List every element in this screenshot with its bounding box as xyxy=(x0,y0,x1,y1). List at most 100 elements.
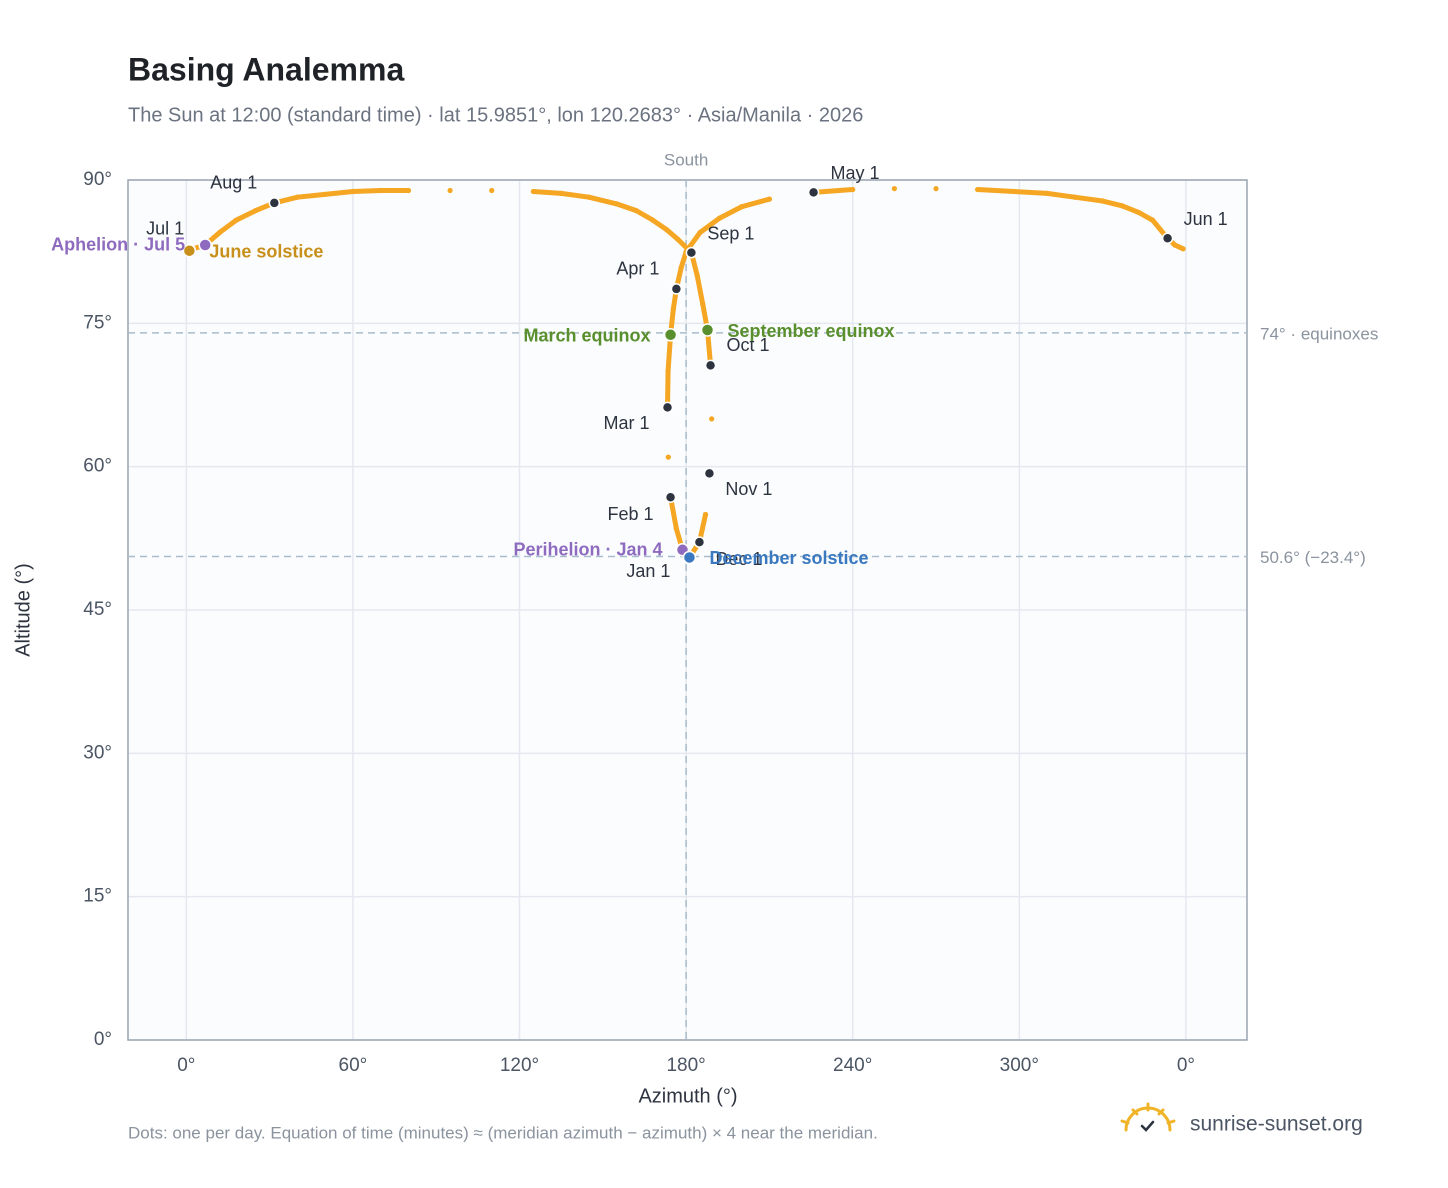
analemma-segment xyxy=(697,215,722,236)
month-marker xyxy=(807,186,820,199)
analemma-segment xyxy=(694,273,706,307)
month-marker xyxy=(268,197,281,209)
month-marker xyxy=(685,246,698,259)
month-marker xyxy=(693,536,706,548)
daily-dot xyxy=(678,265,684,271)
analemma-segment xyxy=(1100,198,1125,209)
event-marker xyxy=(182,243,197,258)
analemma-segment xyxy=(1011,188,1050,196)
x-tick-label: 300° xyxy=(1000,1055,1039,1076)
y-tick-label: 60° xyxy=(83,456,112,477)
event-label: Perihelion · Jan 4 xyxy=(513,540,662,560)
event-label: December solstice xyxy=(709,548,868,568)
daily-dot xyxy=(322,191,328,197)
daily-dot xyxy=(1044,190,1050,196)
daily-dot xyxy=(664,227,670,233)
analemma-segment xyxy=(633,208,656,223)
daily-dot xyxy=(233,217,239,223)
x-tick-label: 0° xyxy=(177,1055,195,1076)
daily-dot xyxy=(405,187,412,194)
y-tick-label: 15° xyxy=(83,886,112,907)
x-tick-label: 180° xyxy=(666,1055,705,1076)
daily-dot xyxy=(850,186,856,193)
month-label: Aug 1 xyxy=(210,173,257,193)
daily-dot xyxy=(665,368,671,374)
daily-dot xyxy=(694,272,700,279)
daily-dot xyxy=(670,306,676,312)
daily-dot xyxy=(709,416,715,422)
analemma-segment xyxy=(1119,203,1142,215)
daily-dot xyxy=(558,190,564,196)
month-marker xyxy=(670,283,683,295)
daily-dot xyxy=(697,229,703,236)
daily-dot xyxy=(614,201,620,207)
analemma-segment xyxy=(350,188,384,194)
x-tick-label: 120° xyxy=(500,1055,539,1076)
daily-dot xyxy=(673,526,679,532)
brand-logo xyxy=(1120,1102,1176,1132)
daily-dot xyxy=(975,186,981,193)
event-label: June solstice xyxy=(209,241,323,261)
x-tick-label: 240° xyxy=(833,1055,872,1076)
daily-dot xyxy=(891,186,897,192)
month-label: Jan 1 xyxy=(626,561,670,581)
event-label: Aphelion · Jul 5 xyxy=(51,235,185,255)
analemma-segment xyxy=(650,217,670,233)
month-label: Feb 1 xyxy=(608,504,654,524)
month-label: Apr 1 xyxy=(616,259,659,279)
month-marker xyxy=(1161,232,1174,245)
daily-dot xyxy=(1149,217,1156,223)
analemma-segment xyxy=(739,196,772,210)
daily-dot xyxy=(1011,188,1017,195)
event-marker xyxy=(198,238,212,252)
month-marker xyxy=(704,359,717,372)
daily-dot xyxy=(933,186,939,192)
daily-dot xyxy=(1180,246,1186,252)
y-tick-label: 30° xyxy=(83,742,112,763)
chart-subtitle: The Sun at 12:00 (standard time) · lat 1… xyxy=(128,104,863,126)
analemma-segment xyxy=(530,188,564,196)
analemma-segment xyxy=(1044,190,1078,200)
analemma-segment xyxy=(1136,209,1156,223)
daily-dot xyxy=(739,204,745,210)
daily-dot xyxy=(1100,198,1106,204)
daily-dot xyxy=(489,187,495,194)
y-tick-label: 75° xyxy=(83,312,112,333)
reference-label: 74° · equinoxes xyxy=(1260,324,1378,343)
y-axis-title: Altitude (°) xyxy=(12,563,34,657)
daily-dot xyxy=(1172,242,1178,248)
daily-dot xyxy=(675,236,681,242)
daily-dot xyxy=(650,217,656,223)
daily-dot xyxy=(633,207,639,214)
reference-label: 50.6° (−23.4°) xyxy=(1260,548,1366,567)
analemma-segment xyxy=(665,368,671,410)
plot-frame xyxy=(127,179,1248,1041)
daily-dot xyxy=(350,188,356,195)
analemma-segment xyxy=(233,208,259,223)
analemma-segment xyxy=(558,190,592,200)
month-label: Jun 1 xyxy=(1184,209,1228,229)
analemma-segment xyxy=(678,249,689,271)
analemma-segment xyxy=(975,187,1017,194)
analemma-segment xyxy=(294,191,328,200)
month-marker xyxy=(664,491,677,503)
analemma-segment xyxy=(716,204,745,221)
analemma-segment xyxy=(1072,194,1106,204)
daily-dot xyxy=(665,454,671,460)
x-tick-label: 60° xyxy=(339,1055,368,1076)
analemma-segment xyxy=(614,201,639,214)
daily-dot xyxy=(766,196,773,202)
analemma-segment xyxy=(586,194,620,207)
daily-dot xyxy=(1119,203,1125,209)
month-label: Jul 1 xyxy=(146,219,184,239)
month-marker xyxy=(703,467,716,480)
y-tick-label: 0° xyxy=(94,1029,112,1050)
y-tick-label: 90° xyxy=(83,169,112,190)
month-label: May 1 xyxy=(831,163,880,183)
month-label: Nov 1 xyxy=(725,479,772,499)
daily-dot xyxy=(530,188,536,195)
chart-title: Basing Analemma xyxy=(128,51,404,87)
reference-label: South xyxy=(664,150,708,169)
daily-dot xyxy=(378,187,384,194)
